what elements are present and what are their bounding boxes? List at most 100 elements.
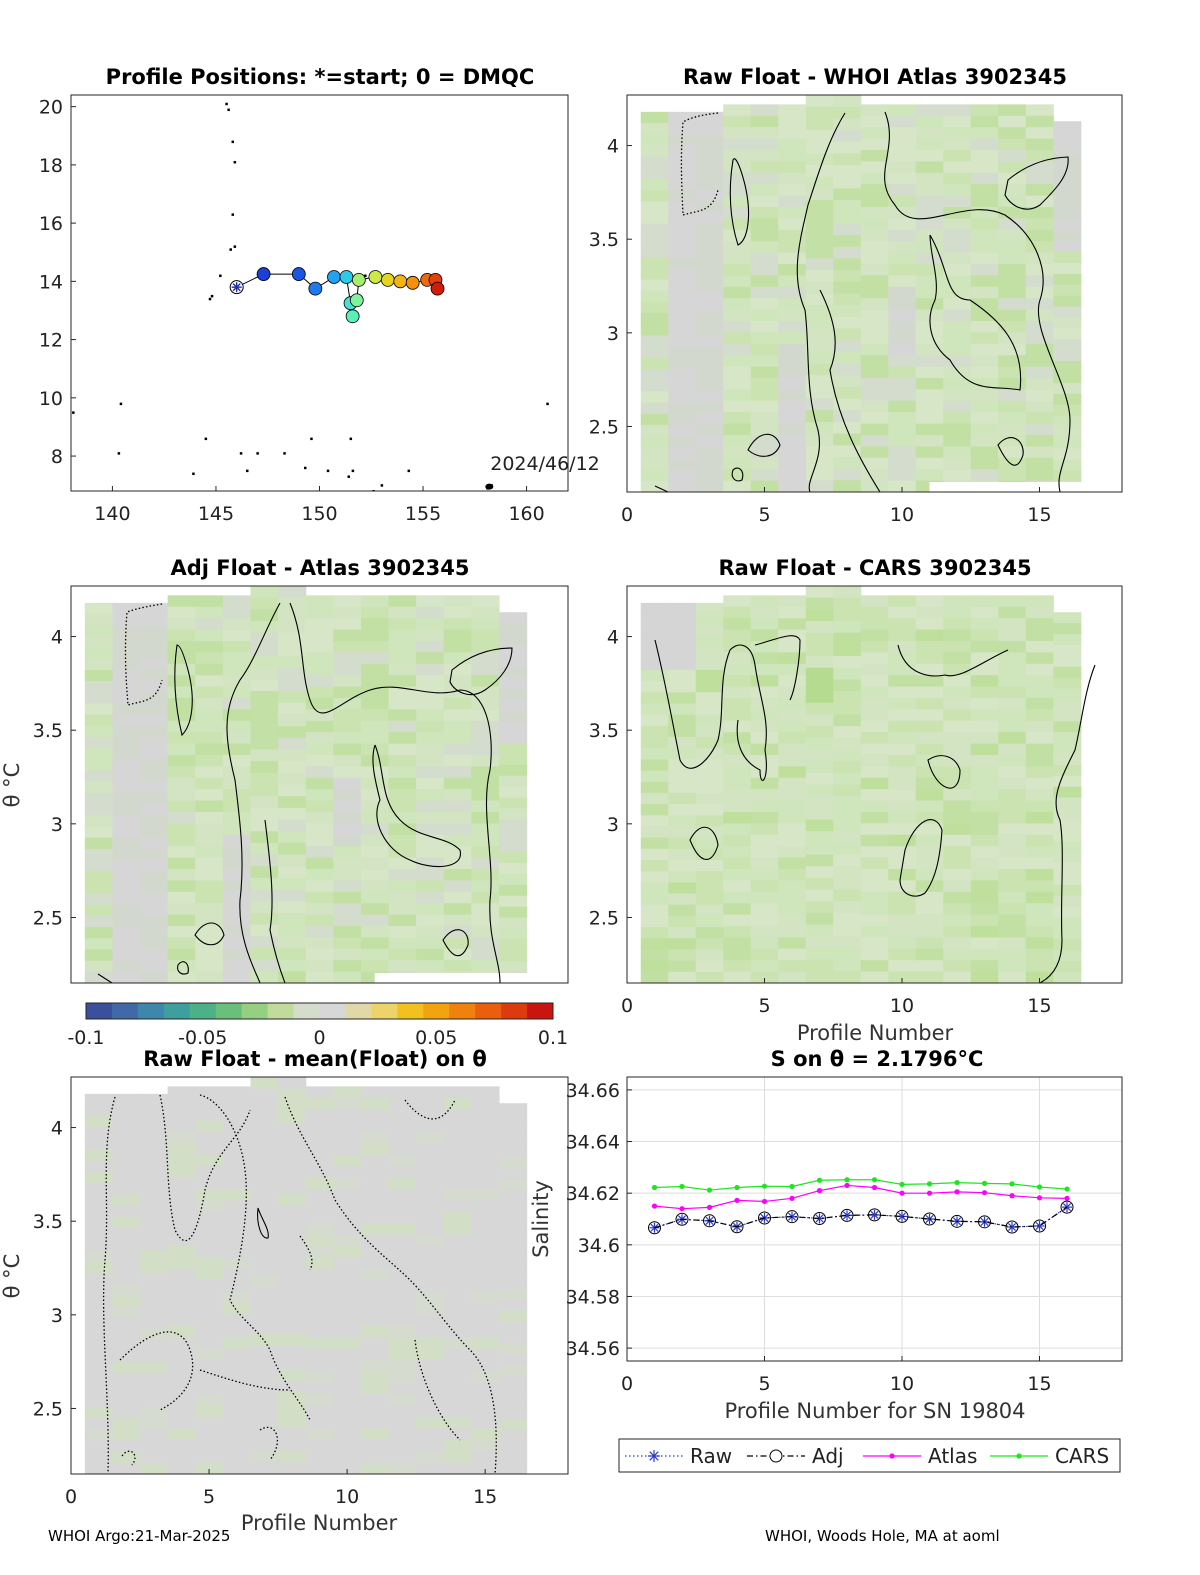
heatmap-cell xyxy=(140,1351,169,1363)
heatmap-cell xyxy=(305,1234,334,1247)
heatmap-cell xyxy=(1053,677,1082,690)
heatmap-cell xyxy=(250,1182,279,1195)
heatmap-cell xyxy=(250,819,279,832)
heatmap-cell xyxy=(888,811,917,824)
heatmap-cell xyxy=(833,363,862,376)
heatmap-cell xyxy=(970,868,999,881)
heatmap-cell xyxy=(167,800,196,813)
heatmap-cell xyxy=(222,891,252,904)
heatmap-cell xyxy=(140,781,169,794)
heatmap-cell xyxy=(498,666,528,679)
heatmap-cell xyxy=(333,606,362,619)
map-xtick-label: 160 xyxy=(508,503,544,525)
heatmap-cell xyxy=(998,423,1027,436)
heatmap-cell xyxy=(805,691,834,704)
heatmap-cell xyxy=(970,675,999,688)
heatmap-cell xyxy=(640,402,669,415)
heatmap-cell xyxy=(1025,469,1054,482)
heatmap-cell xyxy=(723,127,752,140)
heatmap-cell xyxy=(668,167,697,180)
salinity-ylabel: Salinity xyxy=(529,1180,553,1258)
heatmap-cell xyxy=(167,743,196,756)
heatmap-cell xyxy=(140,1160,169,1173)
heatmap-cell xyxy=(471,686,500,699)
heatmap-cell xyxy=(250,1147,279,1160)
heatmap-cell xyxy=(833,375,862,388)
heatmap-cell xyxy=(333,675,362,688)
heatmap-cell xyxy=(305,1394,334,1407)
heatmap-cell xyxy=(443,880,472,893)
heatmap-cell xyxy=(112,1317,141,1330)
heatmap-cell xyxy=(222,1280,252,1293)
heatmap-cell xyxy=(333,1302,362,1315)
heatmap-cell xyxy=(750,948,779,961)
heatmap-cell xyxy=(1025,332,1054,345)
series-point-cars xyxy=(1009,1181,1015,1187)
heatmap-cell xyxy=(140,1127,169,1140)
heatmap-cell xyxy=(195,971,224,983)
heatmap-cell xyxy=(943,286,972,299)
heatmap-cell xyxy=(723,412,752,425)
series-point-cars xyxy=(926,1181,933,1187)
island-speck xyxy=(227,108,230,112)
heatmap-cell xyxy=(668,681,697,693)
legend-marker-raw xyxy=(648,1450,660,1462)
heatmap-cell xyxy=(333,914,362,927)
heatmap-cell xyxy=(195,925,224,938)
heatmap-cell xyxy=(222,1371,252,1384)
heatmap-cell xyxy=(222,971,252,983)
heatmap-cell xyxy=(805,270,834,283)
heatmap-cell xyxy=(1025,720,1054,733)
heatmap-cell xyxy=(888,640,917,653)
heatmap-cell xyxy=(888,434,917,447)
heatmap-cell xyxy=(915,355,944,368)
heatmap-cell xyxy=(668,848,697,861)
heatmap-cell xyxy=(805,737,834,751)
heatmap-cell xyxy=(723,241,752,254)
series-point-atlas xyxy=(844,1182,850,1189)
heatmap-cell xyxy=(278,1438,307,1452)
heatmap-cell xyxy=(668,927,697,939)
heatmap-cell xyxy=(333,1325,362,1338)
heatmap-cell xyxy=(970,880,999,893)
heatmap-cell xyxy=(443,891,472,904)
heatmap-cell xyxy=(388,1428,417,1441)
heatmap-cell xyxy=(443,948,472,961)
heatmap-cell xyxy=(222,1428,252,1441)
heatmap-cell xyxy=(112,1384,141,1397)
heatmap-cell xyxy=(1025,629,1054,642)
heatmap-cell xyxy=(250,1135,279,1148)
ytick-label: 3 xyxy=(607,814,619,836)
heatmap-cell xyxy=(1025,595,1054,608)
heatmap-cell xyxy=(1025,446,1054,459)
heatmap-cell xyxy=(668,770,697,783)
heatmap-cell xyxy=(640,369,669,381)
heatmap-cell xyxy=(970,811,999,824)
heatmap-cell xyxy=(140,971,169,983)
heatmap-cell xyxy=(498,1223,528,1235)
heatmap-cell xyxy=(112,971,141,983)
heatmap-cell xyxy=(333,686,362,699)
heatmap-cell xyxy=(84,960,114,973)
heatmap-cell xyxy=(640,860,669,872)
heatmap-cell xyxy=(805,246,834,260)
heatmap-cell xyxy=(305,1371,334,1384)
heatmap-cell xyxy=(250,924,279,937)
heatmap-cell xyxy=(195,777,224,790)
heatmap-cell xyxy=(695,669,724,682)
heatmap-cell xyxy=(970,469,999,482)
heatmap-cell xyxy=(416,709,445,722)
ytick-label: 34.58 xyxy=(566,1286,620,1308)
heatmap-cell xyxy=(498,950,528,962)
adj-atlas-ylabel: θ °C xyxy=(0,763,24,808)
heatmap-cell xyxy=(305,903,334,916)
heatmap-cell xyxy=(1053,644,1082,657)
series-point-cars xyxy=(679,1183,685,1190)
heatmap-cell xyxy=(167,1245,196,1258)
heatmap-cell xyxy=(498,688,528,701)
heatmap-cell xyxy=(970,640,999,653)
heatmap-cell xyxy=(498,764,528,777)
heatmap-cell xyxy=(222,937,252,950)
